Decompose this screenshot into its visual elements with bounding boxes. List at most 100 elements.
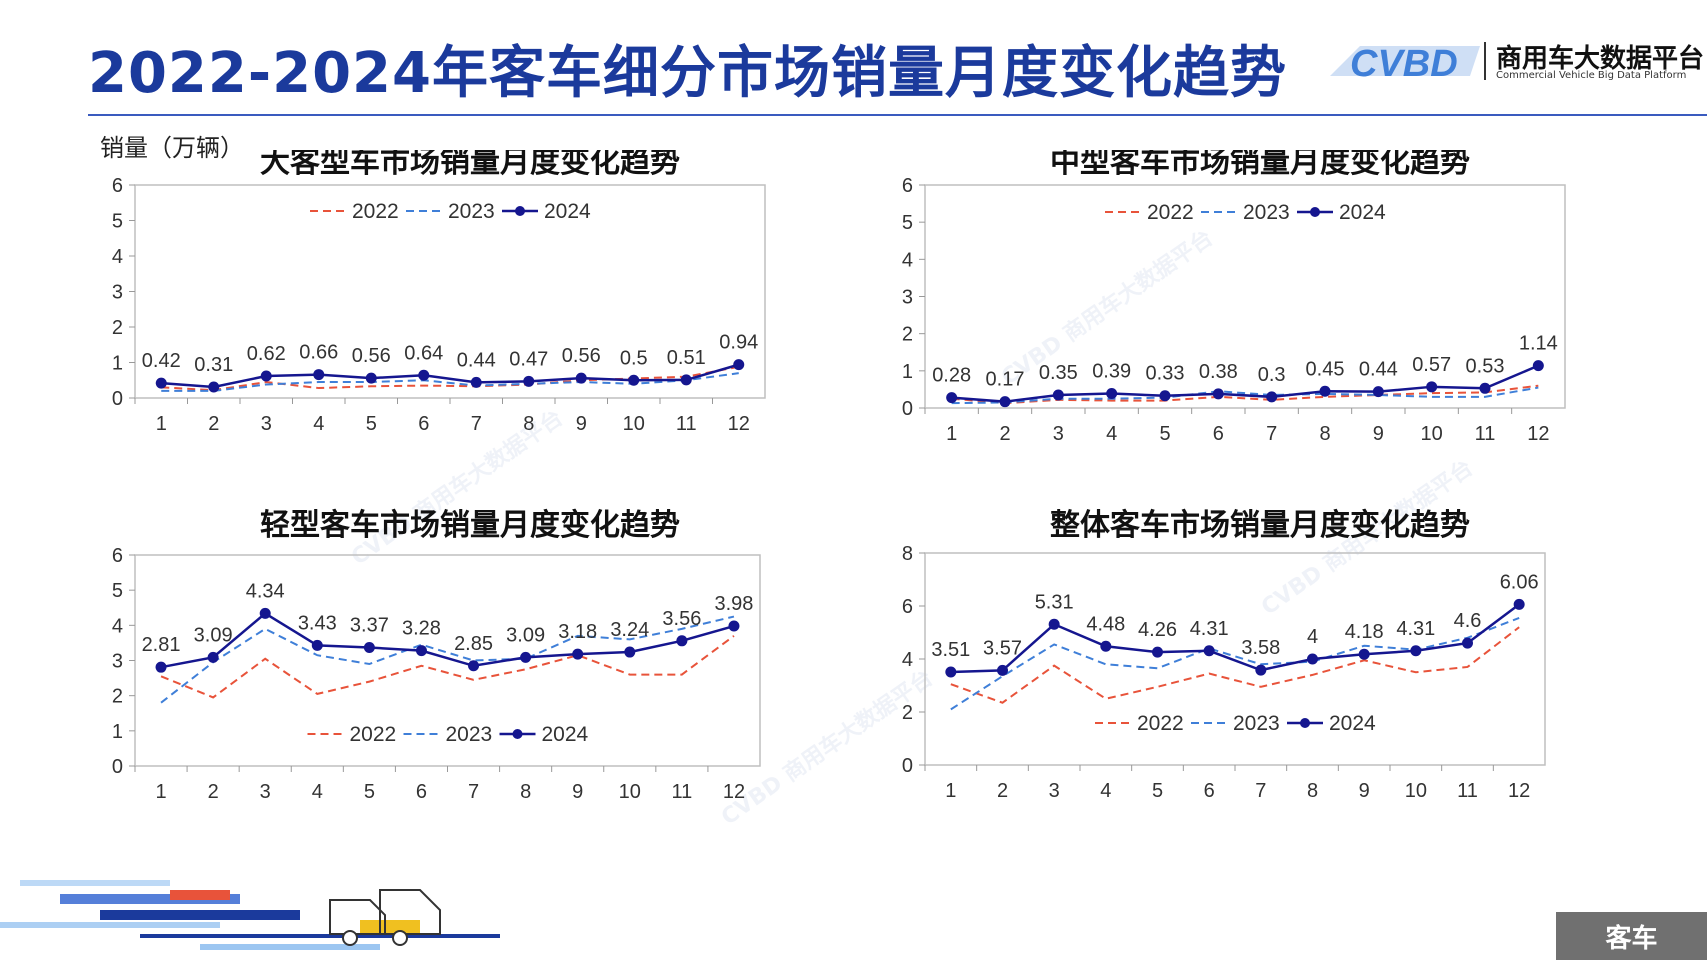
logo-mark: CVBD [1350,43,1458,85]
data-label: 3.43 [298,612,337,634]
data-label: 0.3 [1258,364,1286,386]
data-point-2024 [1479,382,1491,394]
data-label: 3.98 [714,593,753,615]
data-label: 4.31 [1190,618,1229,640]
x-tick-label: 7 [468,781,479,803]
y-tick-label: 5 [902,212,913,234]
y-tick-label: 8 [902,543,913,565]
data-label: 3.56 [662,608,701,630]
legend-label: 2022 [352,200,399,223]
data-label: 0.66 [299,342,338,364]
data-point-2024 [1426,381,1438,393]
data-label: 4.34 [246,580,285,602]
data-label: 2.85 [454,633,493,655]
x-tick-label: 12 [728,413,750,435]
data-label: 0.51 [667,347,706,369]
data-label: 0.56 [562,345,601,367]
data-point-2024 [313,369,325,381]
data-label: 0.47 [509,348,548,370]
x-tick-label: 3 [261,413,272,435]
x-tick-label: 9 [572,781,583,803]
x-tick-label: 6 [1213,423,1224,445]
x-tick-label: 2 [208,781,219,803]
data-label: 1.14 [1519,333,1558,355]
y-tick-label: 3 [112,651,123,673]
legend-label: 2024 [542,723,589,746]
data-label: 0.38 [1199,361,1238,383]
legend-label: 2023 [448,200,495,223]
data-point-2024 [1462,637,1473,649]
y-tick-label: 3 [112,282,123,304]
truck-illustration [0,880,500,950]
data-label: 4.26 [1138,619,1177,641]
y-tick-label: 0 [902,755,913,777]
legend-marker-2024 [1300,718,1310,728]
x-tick-label: 8 [520,781,531,803]
data-point-2024 [468,660,480,672]
x-tick-label: 10 [1421,423,1443,445]
data-point-2024 [1372,386,1384,398]
x-tick-label: 7 [1255,780,1266,802]
data-point-2024 [733,359,745,371]
data-point-2024 [945,666,957,678]
x-tick-label: 4 [1100,780,1111,802]
data-point-2024 [207,651,219,663]
y-tick-label: 6 [112,175,123,197]
series-line-2024 [160,611,735,669]
data-label: 3.37 [350,614,389,636]
data-point-2024 [572,648,584,660]
y-tick-label: 0 [112,756,123,778]
legend-label: 2023 [1243,201,1290,224]
x-tick-label: 2 [999,423,1010,445]
data-label: 2.81 [142,634,181,656]
series-line-2022 [160,635,735,699]
data-label: 0.57 [1412,354,1451,376]
x-tick-label: 12 [723,781,745,803]
legend-marker-2024 [515,206,525,216]
y-tick-label: 1 [112,721,123,743]
data-label: 0.39 [1092,361,1131,383]
data-point-2024 [1100,640,1112,652]
data-label: 0.44 [1359,359,1398,381]
data-label: 3.09 [194,624,233,646]
y-tick-label: 3 [902,287,913,309]
data-label: 4.31 [1396,618,1435,640]
data-point-2024 [1255,664,1267,676]
legend-label: 2024 [544,200,591,223]
data-label: 0.53 [1466,355,1505,377]
y-tick-label: 5 [112,211,123,233]
x-tick-label: 11 [676,413,697,435]
legend-marker-2024 [1310,207,1320,217]
category-tag: 客车 [1556,912,1707,960]
x-tick-label: 9 [576,413,587,435]
data-point-2024 [1159,390,1171,402]
data-label: 3.51 [931,639,970,661]
data-label: 4.18 [1345,621,1384,643]
x-tick-label: 1 [156,413,167,435]
data-point-2024 [470,376,482,388]
y-tick-label: 4 [902,649,913,671]
chart-title: 中型客车市场销量月度变化趋势 [1050,150,1470,180]
data-label: 3.58 [1241,637,1280,659]
data-label: 3.57 [983,637,1022,659]
data-point-2024 [311,639,323,651]
unit-label: 销量（万辆） [100,134,244,162]
y-tick-label: 2 [902,324,913,346]
x-tick-label: 3 [1053,423,1064,445]
chart-title: 轻型客车市场销量月度变化趋势 [260,508,680,543]
series-line-2022 [951,384,1539,405]
x-tick-label: 6 [418,413,429,435]
legend-label: 2023 [1233,712,1280,735]
data-point-2024 [1532,360,1544,372]
y-tick-label: 5 [112,580,123,602]
x-tick-label: 3 [260,781,271,803]
x-tick-label: 5 [366,413,377,435]
series-line-2022 [161,365,739,392]
chart-title: 整体客车市场销量月度变化趋势 [1050,508,1470,543]
data-point-2024 [1203,645,1215,657]
x-tick-label: 1 [155,781,166,803]
data-point-2024 [1410,645,1422,657]
y-tick-label: 0 [902,398,913,420]
y-tick-label: 6 [902,175,913,197]
